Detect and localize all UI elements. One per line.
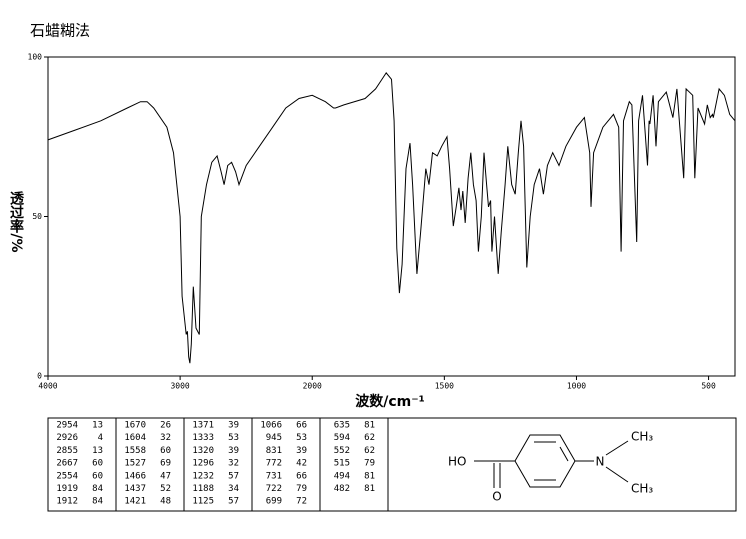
x-axis-label: 波数/cm⁻¹ [355,393,425,410]
y-tick-label: 50 [32,212,42,221]
table-cell: 4 [98,433,103,443]
table-cell: 1066 [260,421,282,431]
table-cell: 32 [160,433,171,443]
table-cell: 48 [160,497,171,507]
table-cell: 32 [228,459,239,469]
table-cell: 47 [160,471,171,481]
table-cell: 13 [92,421,103,431]
table-cell: 1912 [56,497,78,507]
table-cell: 60 [92,459,103,469]
table-cell: 722 [266,484,282,494]
table-cell: 1371 [192,421,214,431]
table-cell: 62 [364,433,375,443]
table-cell: 2926 [56,433,78,443]
table-cell: 60 [160,446,171,456]
atom-label: CH₃ [631,482,653,496]
table-cell: 2554 [56,471,78,481]
bond [605,440,629,456]
table-cell: 2855 [56,446,78,456]
table-cell: 13 [92,446,103,456]
table-cell: 2954 [56,421,78,431]
table-cell: 53 [296,433,307,443]
table-cell: 1558 [124,446,146,456]
table-cell: 1604 [124,433,146,443]
table-cell: 62 [364,446,375,456]
table-frame [47,417,737,512]
table-cell: 1333 [192,433,214,443]
table-cell: 39 [296,446,307,456]
atom-label: HO [448,455,466,469]
table-cell: 594 [334,433,350,443]
table-cell: 831 [266,446,282,456]
bond [605,466,629,483]
y-tick-label: 0 [37,372,42,381]
chart-title: 石蜡糊法 [30,22,90,40]
spectrum-line [47,72,736,364]
table-cell: 1188 [192,484,214,494]
table-cell: 52 [160,484,171,494]
table-cell: 1320 [192,446,214,456]
table-cell: 69 [160,459,171,469]
atom-label: N [596,455,605,469]
table-cell: 945 [266,433,282,443]
table-cell: 39 [228,421,239,431]
table-cell: 42 [296,459,307,469]
bond [559,446,569,462]
x-tick-label: 4000 [38,382,57,391]
table-cell: 699 [266,497,282,507]
table-cell: 81 [364,471,375,481]
table-cell: 57 [228,497,239,507]
atom-label: CH₃ [631,430,653,444]
table-cell: 1919 [56,484,78,494]
table-cell: 1466 [124,471,146,481]
table-cell: 1527 [124,459,146,469]
benzene-ring [514,434,576,488]
y-axis-label: 透过率/% [8,191,24,252]
table-cell: 79 [364,459,375,469]
table-cell: 731 [266,471,282,481]
y-tick-label: 100 [28,53,43,62]
table-cell: 66 [296,471,307,481]
table-cell: 53 [228,433,239,443]
table-cell: 81 [364,484,375,494]
table-cell: 39 [228,446,239,456]
table-cell: 66 [296,421,307,431]
structure [474,434,629,488]
x-tick-label: 2000 [303,382,322,391]
atom-label: O [492,490,501,504]
table-cell: 1232 [192,471,214,481]
x-tick-label: 1500 [435,382,454,391]
table-cell: 79 [296,484,307,494]
table-cell: 494 [334,471,350,481]
x-tick-label: 500 [701,382,716,391]
table-cell: 1421 [124,497,146,507]
table-cell: 635 [334,421,350,431]
table-cell: 84 [92,484,103,494]
table-cell: 26 [160,421,171,431]
table-cell: 57 [228,471,239,481]
table-cell: 1296 [192,459,214,469]
table-cell: 1670 [124,421,146,431]
table-cell: 34 [228,484,239,494]
table-cell: 60 [92,471,103,481]
table-cell: 81 [364,421,375,431]
x-tick-label: 1000 [567,382,586,391]
table-cell: 772 [266,459,282,469]
table-cell: 482 [334,484,350,494]
table-cell: 84 [92,497,103,507]
table-cell: 72 [296,497,307,507]
table-cell: 2667 [56,459,78,469]
table-cell: 515 [334,459,350,469]
x-tick-label: 3000 [170,382,189,391]
table-cell: 1125 [192,497,214,507]
table-cell: 552 [334,446,350,456]
table-cell: 1437 [124,484,146,494]
